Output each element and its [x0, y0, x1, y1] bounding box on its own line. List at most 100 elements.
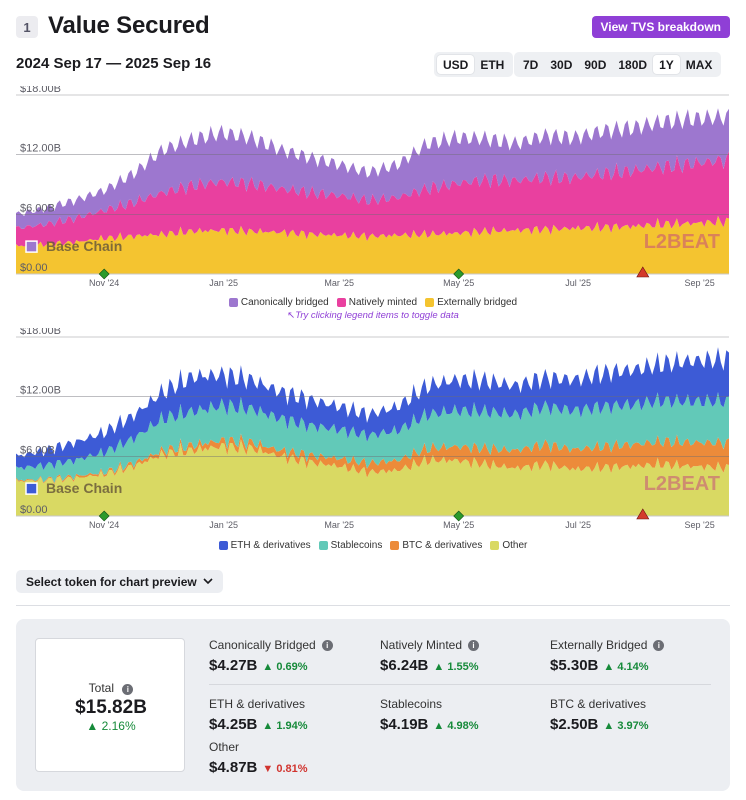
range-option-90d[interactable]: 90D: [584, 57, 607, 72]
currency-option-usd[interactable]: USD: [437, 55, 475, 74]
x-tick-label: Jul '25: [565, 520, 591, 530]
time-range-toggle: 7D 30D 90D 180D 1Y MAX: [514, 52, 722, 77]
event-diamond-icon: [453, 268, 465, 280]
x-tick-label: May '25: [443, 520, 474, 530]
view-tvs-breakdown-button[interactable]: View TVS breakdown: [591, 16, 730, 38]
legend-item-stablecoins[interactable]: Stablecoins: [318, 540, 382, 551]
l2beat-watermark: L2BEAT: [644, 473, 720, 495]
arrow-up-icon: ▲: [433, 720, 445, 732]
currency-toggle: USD ETH: [434, 52, 514, 77]
chain-color-square: [25, 482, 38, 495]
divider: [16, 605, 730, 606]
series-area-eth-derivatives: [16, 347, 729, 471]
value-secured-by-source-chart[interactable]: $0.00 $6.00B $12.00B $18.00B Base Chain L2BEA…: [0, 86, 746, 291]
section-number: 1: [16, 16, 38, 38]
legend-hint: ↖Try clicking legend items to toggle dat…: [287, 310, 459, 321]
series-area-btc-derivatives: [16, 433, 729, 485]
legend-swatch: [390, 541, 400, 550]
event-warning-icon: [636, 508, 650, 520]
y-tick-label: $12.00B: [20, 143, 61, 155]
x-tick-label: Jan '25: [209, 520, 238, 530]
section-header: 1 Value Secured View TVS breakdown: [16, 12, 730, 42]
total-value: $15.82B: [75, 697, 147, 718]
range-option-180d[interactable]: 180D: [618, 57, 648, 72]
select-token-dropdown[interactable]: Select token for chart preview: [16, 570, 223, 593]
x-tick-label: Sep '25: [684, 520, 714, 530]
arrow-up-icon: ▲: [86, 719, 99, 733]
event-warning-icon: [636, 266, 650, 278]
total-label: Total: [88, 681, 114, 695]
event-diamond-icon: [98, 510, 110, 522]
series-area-canonically-bridged: [16, 108, 729, 229]
l2beat-watermark: L2BEAT: [644, 231, 720, 253]
page-title: Value Secured: [48, 12, 210, 39]
chain-label: Base Chain: [46, 238, 122, 254]
info-icon[interactable]: i: [468, 639, 480, 651]
range-option-max[interactable]: MAX: [685, 57, 713, 72]
stat-btc-derivatives: BTC & derivatives $2.50B ▲ 3.97%: [550, 697, 649, 733]
date-range-label: 2024 Sep 17 — 2025 Sep 16: [16, 55, 212, 72]
legend-item-externally-bridged[interactable]: Externally bridged: [425, 297, 517, 308]
y-tick-label: $12.00B: [20, 385, 61, 397]
total-change: ▲ 2.16%: [86, 719, 136, 733]
legend-item-canonically-bridged[interactable]: Canonically bridged: [228, 297, 329, 308]
legend-item-eth-derivatives[interactable]: ETH & derivatives: [218, 540, 311, 551]
chevron-down-icon: [203, 578, 213, 585]
chain-color-square: [25, 240, 38, 253]
arrow-up-icon: ▲: [433, 661, 445, 673]
x-tick-label: Nov '24: [89, 278, 119, 288]
stat-natively-minted: Natively Minted i $6.24B ▲ 1.55%: [380, 638, 480, 674]
x-tick-label: Mar '25: [324, 278, 354, 288]
stats-divider: [209, 684, 711, 685]
info-icon[interactable]: i: [653, 639, 665, 651]
series-area-externally-bridged: [16, 215, 729, 274]
currency-option-eth[interactable]: ETH: [480, 57, 505, 72]
info-icon[interactable]: i: [321, 639, 333, 651]
y-tick-label: $0.00: [20, 504, 48, 516]
legend-item-btc-derivatives[interactable]: BTC & derivatives: [390, 540, 482, 551]
stat-externally-bridged: Externally Bridged i $5.30B ▲ 4.14%: [550, 638, 665, 674]
legend-swatch: [228, 298, 238, 307]
y-tick-label: $18.00B: [20, 86, 61, 95]
value-secured-by-token-chart[interactable]: $0.00 $6.00B $12.00B $18.00B Base Chain L2BEA…: [0, 328, 746, 533]
stat-stablecoins: Stablecoins $4.19B ▲ 4.98%: [380, 697, 479, 733]
x-tick-label: Jul '25: [565, 278, 591, 288]
arrow-up-icon: ▲: [262, 661, 274, 673]
arrow-up-icon: ▲: [603, 661, 615, 673]
stat-eth-derivatives: ETH & derivatives $4.25B ▲ 1.94%: [209, 697, 308, 733]
token-legend: ETH & derivatives Stablecoins BTC & deri…: [0, 540, 746, 551]
y-tick-label: $6.00B: [20, 444, 55, 456]
legend-item-other[interactable]: Other: [490, 540, 527, 551]
series-area-stablecoins: [16, 392, 729, 483]
chain-label: Base Chain: [46, 480, 122, 496]
legend-swatch: [218, 541, 228, 550]
y-tick-label: $6.00B: [20, 202, 55, 214]
series-area-other: [16, 439, 729, 516]
source-legend: Canonically bridged Natively minted Exte…: [0, 297, 746, 308]
range-option-1y[interactable]: 1Y: [653, 55, 680, 74]
legend-swatch: [318, 541, 328, 550]
x-tick-label: Sep '25: [684, 278, 714, 288]
cursor-click-icon: ↖: [287, 310, 296, 321]
x-tick-label: Mar '25: [324, 520, 354, 530]
legend-swatch: [425, 298, 435, 307]
event-diamond-icon: [453, 510, 465, 522]
legend-swatch: [336, 298, 346, 307]
event-diamond-icon: [98, 268, 110, 280]
x-tick-label: May '25: [443, 278, 474, 288]
stat-canonically-bridged: Canonically Bridged i $4.27B ▲ 0.69%: [209, 638, 333, 674]
range-option-7d[interactable]: 7D: [523, 57, 539, 72]
legend-item-natively-minted[interactable]: Natively minted: [336, 297, 417, 308]
y-tick-label: $0.00: [20, 262, 48, 274]
arrow-down-icon: ▼: [262, 763, 274, 775]
tvs-stats-panel: Total i $15.82B ▲ 2.16% Canonically Brid…: [16, 619, 730, 791]
arrow-up-icon: ▲: [262, 720, 274, 732]
y-tick-label: $18.00B: [20, 328, 61, 337]
total-card: Total i $15.82B ▲ 2.16%: [35, 638, 185, 772]
series-area-natively-minted: [16, 151, 729, 248]
arrow-up-icon: ▲: [603, 720, 615, 732]
info-icon[interactable]: i: [122, 684, 134, 695]
x-tick-label: Jan '25: [209, 278, 238, 288]
range-option-30d[interactable]: 30D: [550, 57, 573, 72]
legend-swatch: [490, 541, 500, 550]
